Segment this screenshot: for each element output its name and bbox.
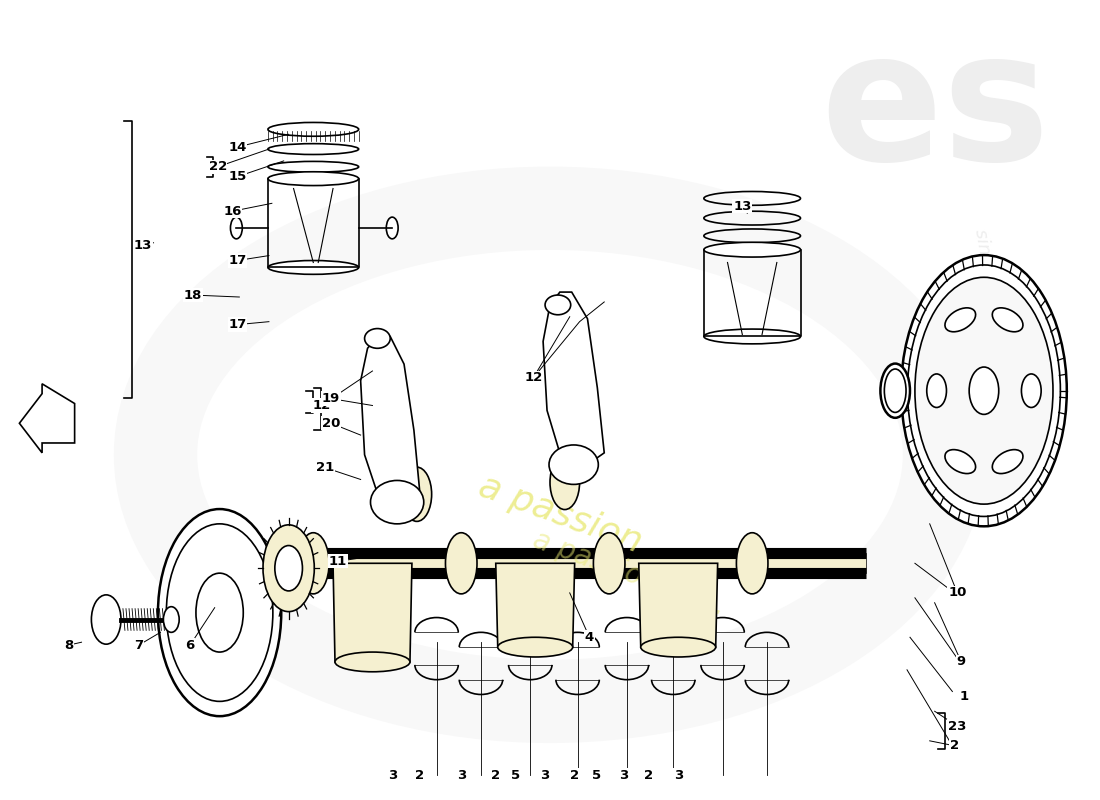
- Ellipse shape: [268, 261, 359, 274]
- Text: 22: 22: [209, 160, 227, 174]
- Text: 9: 9: [957, 655, 966, 669]
- Polygon shape: [333, 563, 411, 662]
- Ellipse shape: [945, 450, 976, 474]
- Polygon shape: [180, 554, 866, 573]
- Ellipse shape: [336, 652, 410, 672]
- Ellipse shape: [386, 217, 398, 239]
- Text: 20: 20: [322, 417, 340, 430]
- Ellipse shape: [704, 242, 801, 257]
- Text: 5: 5: [592, 769, 601, 782]
- Text: 17: 17: [228, 318, 246, 331]
- Ellipse shape: [640, 638, 716, 657]
- Text: 19: 19: [322, 392, 340, 405]
- Ellipse shape: [550, 455, 580, 510]
- Text: 17: 17: [228, 254, 246, 267]
- Ellipse shape: [263, 525, 315, 612]
- Ellipse shape: [364, 329, 390, 348]
- Ellipse shape: [196, 573, 243, 652]
- Ellipse shape: [403, 467, 431, 522]
- Ellipse shape: [446, 533, 477, 594]
- Text: 13: 13: [133, 239, 152, 252]
- Text: a passion for...: a passion for...: [529, 526, 729, 621]
- Text: 3: 3: [456, 769, 466, 782]
- Text: 5: 5: [510, 769, 520, 782]
- Text: 8: 8: [64, 638, 74, 652]
- Ellipse shape: [901, 255, 1067, 526]
- Text: 2: 2: [492, 769, 500, 782]
- Ellipse shape: [736, 533, 768, 594]
- Ellipse shape: [297, 533, 329, 594]
- Text: 7: 7: [134, 638, 143, 652]
- Ellipse shape: [884, 369, 906, 413]
- Ellipse shape: [231, 217, 242, 239]
- Text: 4: 4: [585, 630, 594, 644]
- Text: 3: 3: [673, 769, 683, 782]
- Ellipse shape: [546, 295, 571, 314]
- Ellipse shape: [275, 546, 302, 591]
- Polygon shape: [543, 292, 604, 466]
- Ellipse shape: [166, 524, 273, 702]
- Text: 2: 2: [570, 769, 580, 782]
- Ellipse shape: [915, 278, 1053, 504]
- Ellipse shape: [926, 374, 946, 407]
- Polygon shape: [639, 563, 717, 647]
- Text: 14: 14: [228, 141, 246, 154]
- Text: 10: 10: [948, 586, 967, 599]
- Text: 2: 2: [416, 769, 425, 782]
- Text: 1: 1: [959, 690, 969, 703]
- Text: 18: 18: [184, 289, 202, 302]
- Text: 23: 23: [948, 719, 967, 733]
- Text: 2: 2: [949, 739, 959, 752]
- Ellipse shape: [704, 329, 801, 344]
- Ellipse shape: [992, 450, 1023, 474]
- Ellipse shape: [91, 595, 121, 644]
- Text: 15: 15: [228, 170, 246, 183]
- Ellipse shape: [969, 367, 999, 414]
- Text: 12: 12: [312, 399, 330, 412]
- Polygon shape: [361, 337, 420, 509]
- Polygon shape: [496, 563, 574, 647]
- Text: 3: 3: [387, 769, 397, 782]
- Text: 6: 6: [186, 638, 195, 652]
- Ellipse shape: [908, 265, 1060, 517]
- Ellipse shape: [371, 481, 424, 524]
- Ellipse shape: [549, 445, 598, 484]
- Text: 21: 21: [316, 461, 334, 474]
- Ellipse shape: [880, 363, 910, 418]
- Ellipse shape: [945, 308, 976, 332]
- Polygon shape: [20, 384, 75, 453]
- Text: 3: 3: [619, 769, 628, 782]
- Text: 16: 16: [223, 205, 242, 218]
- Ellipse shape: [158, 509, 282, 716]
- Ellipse shape: [1022, 374, 1042, 407]
- Ellipse shape: [268, 172, 359, 186]
- Ellipse shape: [164, 606, 179, 632]
- Text: a passion: a passion: [473, 469, 646, 559]
- Ellipse shape: [992, 308, 1023, 332]
- Text: 2: 2: [645, 769, 653, 782]
- Text: es: es: [820, 22, 1049, 198]
- Text: 13: 13: [733, 200, 751, 213]
- Text: 12: 12: [524, 371, 542, 384]
- Ellipse shape: [497, 638, 573, 657]
- Text: since 1985: since 1985: [971, 227, 1006, 327]
- Text: 3: 3: [540, 769, 550, 782]
- Ellipse shape: [593, 533, 625, 594]
- Text: 11: 11: [329, 555, 348, 568]
